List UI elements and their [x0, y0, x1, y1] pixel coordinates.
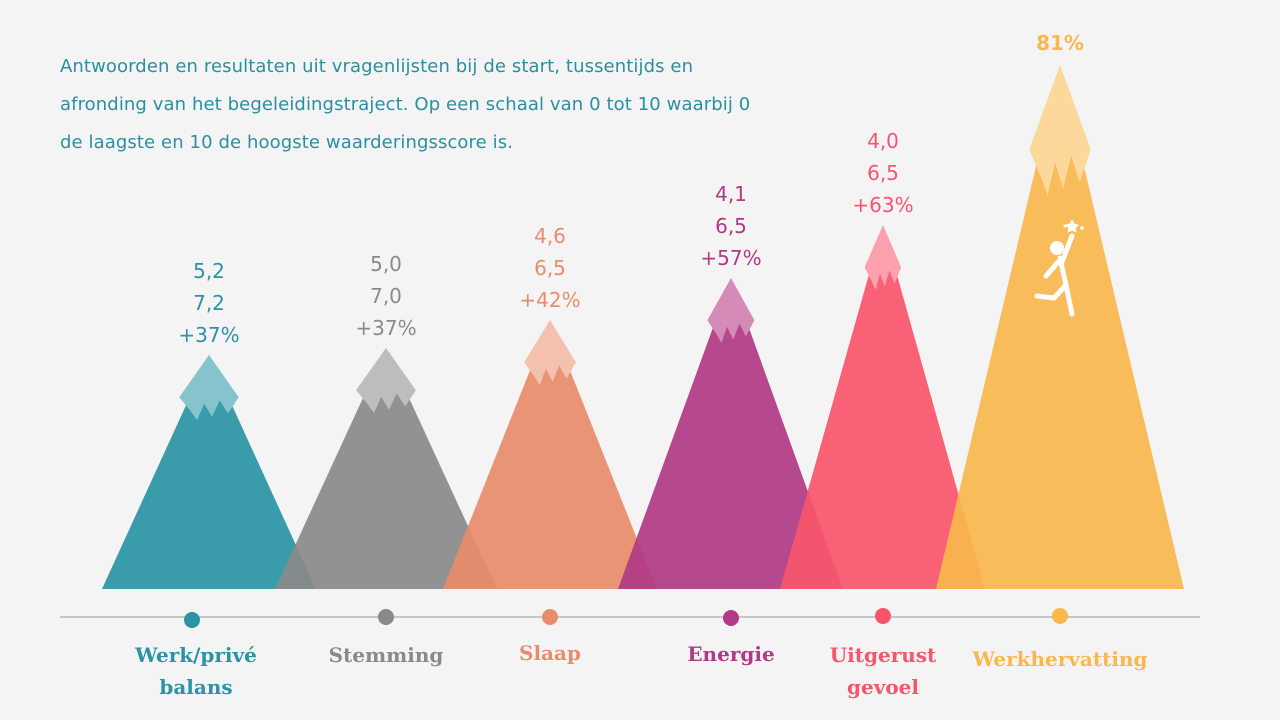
value-change: +37%	[355, 316, 416, 340]
value-end: 6,5	[867, 161, 899, 185]
value-start: 4,6	[534, 224, 566, 248]
value-change: +57%	[700, 246, 761, 270]
category-label: gevoel	[847, 675, 919, 699]
category-label: Slaap	[519, 641, 581, 665]
intro-text: Antwoorden en resultaten uit vragenlijst…	[60, 56, 751, 153]
axis-dot-werk-priv-balans	[184, 612, 200, 628]
value-change: +37%	[178, 323, 239, 347]
value-start: 5,0	[370, 252, 402, 276]
mountain-werk-priv-balans	[102, 355, 316, 589]
value-end: 6,5	[715, 214, 747, 238]
category-label: Energie	[687, 642, 774, 666]
mountain-stemming	[275, 348, 497, 589]
category-label: Werk/privé	[134, 643, 257, 667]
labels: 5,2 7,2 +37% Werk/privé balans 5,0 7,0 +37% Stem…	[134, 31, 1147, 699]
mountain-body	[275, 348, 497, 589]
mountain-body	[102, 355, 316, 589]
snow-cap	[179, 355, 239, 420]
axis-dot-stemming	[378, 609, 394, 625]
value-end: 6,5	[534, 256, 566, 280]
value-end: 7,0	[370, 284, 402, 308]
mountain-uitgerust-gevoel	[780, 225, 985, 589]
category-label: balans	[159, 675, 232, 699]
snow-cap	[707, 278, 755, 343]
category-label: Uitgerust	[830, 643, 937, 667]
category-label: Stemming	[329, 643, 444, 667]
axis-dot-werkhervatting	[1052, 608, 1068, 624]
value-total: 81%	[1036, 31, 1084, 55]
mountains	[102, 65, 1184, 589]
mountain-werkhervatting	[936, 65, 1184, 589]
mountain-body	[936, 65, 1184, 589]
mountain-body	[443, 320, 657, 589]
snow-cap	[1029, 65, 1091, 195]
value-start: 4,0	[867, 129, 899, 153]
mountain-slaap	[443, 320, 657, 589]
mountain-body	[780, 225, 985, 589]
snow-cap	[864, 225, 902, 290]
value-change: +63%	[852, 193, 913, 217]
snow-cap	[356, 348, 416, 413]
person-reaching-star-icon	[1034, 219, 1084, 317]
axis-dot-energie	[723, 610, 739, 626]
value-change: +42%	[519, 288, 580, 312]
value-end: 7,2	[193, 291, 225, 315]
mountain-energie	[618, 278, 843, 589]
axis-dot-slaap	[542, 609, 558, 625]
value-start: 5,2	[193, 259, 225, 283]
mountain-body	[618, 278, 843, 589]
value-start: 4,1	[715, 182, 747, 206]
category-label: Werkhervatting	[972, 647, 1148, 671]
snow-cap	[524, 320, 576, 385]
axis-dot-uitgerust-gevoel	[875, 608, 891, 624]
